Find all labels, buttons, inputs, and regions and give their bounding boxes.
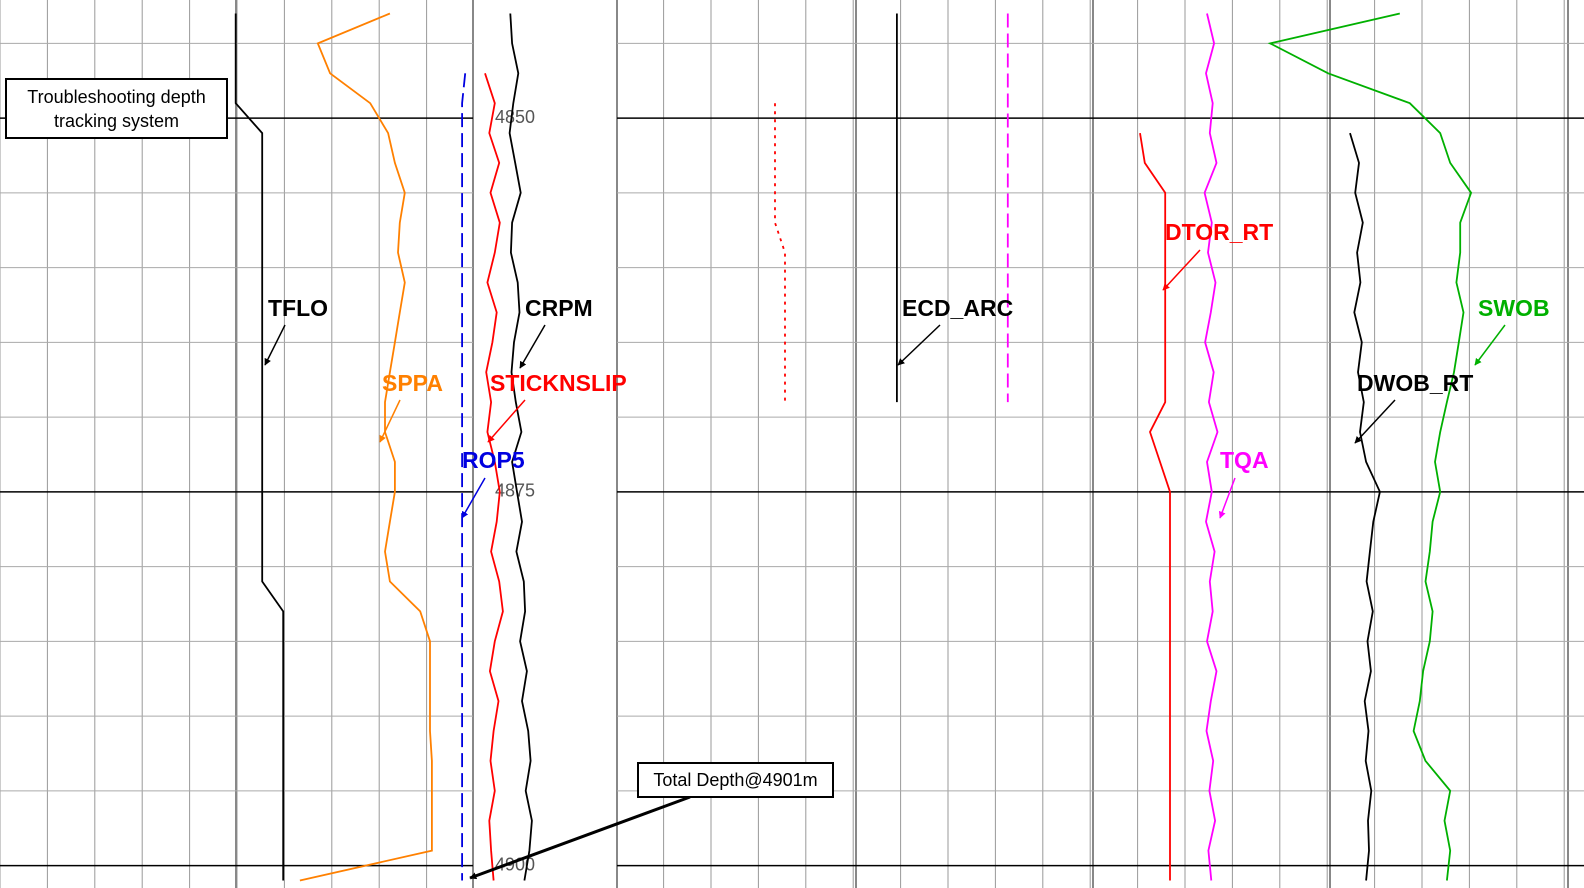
annotation: Troubleshooting depth tracking system [5,78,228,139]
label-arrow [1354,399,1396,444]
label-arrow [461,477,486,519]
log-curve [234,13,285,881]
label-arrow [519,324,546,369]
log-curve [1349,132,1381,881]
log-curve [1203,13,1219,881]
log-curve [774,103,786,403]
gap [473,0,617,888]
label-arrow [487,399,526,443]
curve-label: TQA [1220,447,1269,473]
curve-label: STICKNSLIP [490,370,627,396]
depth-label: 4875 [495,481,535,501]
label-arrow [264,324,286,366]
log-curve [484,73,504,881]
curve-label: DTOR_RT [1165,219,1273,245]
curve-label: ROP5 [462,447,525,473]
label-arrow [1218,477,1236,519]
label-arrow [379,399,401,443]
log-curve [299,12,433,882]
label-arrow [1162,249,1201,291]
curve-label: ECD_ARC [902,295,1013,321]
label-arrow [897,324,941,366]
log-curve [461,73,467,881]
label-arrow [1474,324,1506,366]
depth-label: 4850 [495,107,535,127]
curve-label: DWOB_RT [1357,370,1473,396]
curve-label: SPPA [382,370,443,396]
curve-label: CRPM [525,295,593,321]
curve-label: TFLO [268,295,328,321]
annotation-arrow [469,795,691,880]
log-curve [1139,132,1171,881]
log-curve [1267,12,1473,881]
curve-label: SWOB [1478,295,1550,321]
log-curve [508,13,533,881]
annotation: Total Depth@4901m [637,762,834,798]
